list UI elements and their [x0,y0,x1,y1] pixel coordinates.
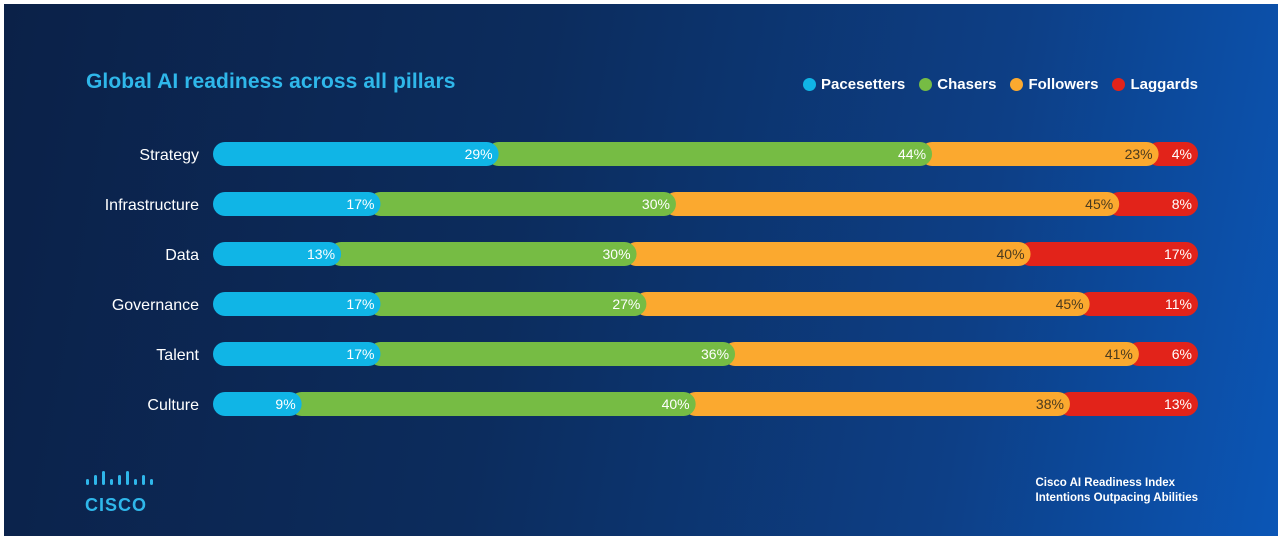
value-label-governance-pacesetters: 17% [346,296,374,312]
bar-governance-laggards [1077,292,1198,316]
bar-talent-laggards [1126,342,1198,366]
legend-item-chasers: Chasers [919,76,996,93]
legend-item-pacesetters: Pacesetters [803,76,905,93]
value-label-infrastructure-followers: 45% [1085,196,1113,212]
value-label-infrastructure-pacesetters: 17% [346,196,374,212]
value-label-culture-followers: 38% [1036,396,1064,412]
category-label-data: Data [165,247,199,264]
bar-data-followers [624,242,1031,266]
footer-report-name: Cisco AI Readiness Index [1035,477,1176,489]
bar-strategy-pacesetters [213,142,499,166]
bar-data-chasers [329,242,637,266]
value-label-culture-pacesetters: 9% [275,396,295,412]
bar-culture-laggards [1057,392,1198,416]
value-label-talent-pacesetters: 17% [346,346,374,362]
bar-culture-followers [683,392,1070,416]
bar-strategy-laggards [1146,142,1198,166]
bar-data-laggards [1018,242,1198,266]
category-label-talent: Talent [156,347,199,364]
cisco-wordmark: CISCO [85,495,148,515]
value-label-strategy-followers: 23% [1125,146,1153,162]
bar-governance-chasers [368,292,647,316]
legend-swatch-pacesetters [803,78,817,91]
legend-swatch-chasers [919,78,933,91]
value-label-talent-followers: 41% [1105,346,1133,362]
bar-culture-chasers [289,392,696,416]
value-label-data-followers: 40% [997,246,1025,262]
bar-data-pacesetters [213,242,342,266]
value-label-infrastructure-laggards: 8% [1172,196,1192,212]
legend-swatch-laggards [1112,78,1126,91]
value-label-culture-chasers: 40% [662,396,690,412]
value-label-strategy-chasers: 44% [898,146,926,162]
value-label-strategy-pacesetters: 29% [465,146,493,162]
chart-panel: Global AI readiness across all pillars P… [4,4,1278,536]
legend: Pacesetters Chasers Followers Laggards [803,76,1198,93]
legend-label-laggards: Laggards [1130,76,1198,93]
value-label-data-pacesetters: 13% [307,246,335,262]
category-label-strategy: Strategy [139,147,199,164]
legend-item-followers: Followers [1010,76,1098,93]
value-label-culture-laggards: 13% [1164,396,1192,412]
bar-infrastructure-laggards [1107,192,1198,216]
bar-talent-chasers [368,342,736,366]
value-label-infrastructure-chasers: 30% [642,196,670,212]
stacked-bar-chart: Strategy 29% 44% 23% 4% Infrastructure 17% 30% 4… [105,142,1198,416]
value-label-strategy-laggards: 4% [1172,146,1192,162]
cisco-logo: CISCO [85,471,157,514]
bar-strategy-followers [920,142,1159,166]
bar-infrastructure-followers [663,192,1120,216]
bar-governance-pacesetters [213,292,381,316]
footer-subtitle: Intentions Outpacing Abilities [1035,492,1199,504]
bar-talent-pacesetters [213,342,381,366]
legend-label-followers: Followers [1028,76,1099,93]
value-label-data-laggards: 17% [1164,246,1192,262]
value-label-talent-laggards: 6% [1172,346,1192,362]
value-label-governance-laggards: 11% [1165,296,1192,312]
value-label-governance-followers: 45% [1056,296,1084,312]
value-label-data-chasers: 30% [603,246,631,262]
bar-strategy-chasers [486,142,933,166]
chart-title: Global AI readiness across all pillars [86,70,456,93]
legend-swatch-followers [1010,78,1024,91]
category-label-infrastructure: Infrastructure [105,197,199,214]
bar-infrastructure-chasers [368,192,676,216]
value-label-talent-chasers: 36% [701,346,729,362]
value-label-governance-chasers: 27% [612,296,640,312]
bar-governance-followers [634,292,1090,316]
category-label-governance: Governance [112,297,199,314]
category-label-culture: Culture [147,397,199,414]
bar-infrastructure-pacesetters [213,192,381,216]
bar-talent-followers [723,342,1139,366]
legend-label-chasers: Chasers [937,76,997,93]
legend-label-pacesetters: Pacesetters [821,76,906,93]
legend-item-laggards: Laggards [1112,76,1198,93]
bar-culture-pacesetters [213,392,302,416]
report-footer: Cisco AI Readiness Index Intentions Outp… [1036,476,1199,506]
cisco-bridge-icon [86,471,153,485]
